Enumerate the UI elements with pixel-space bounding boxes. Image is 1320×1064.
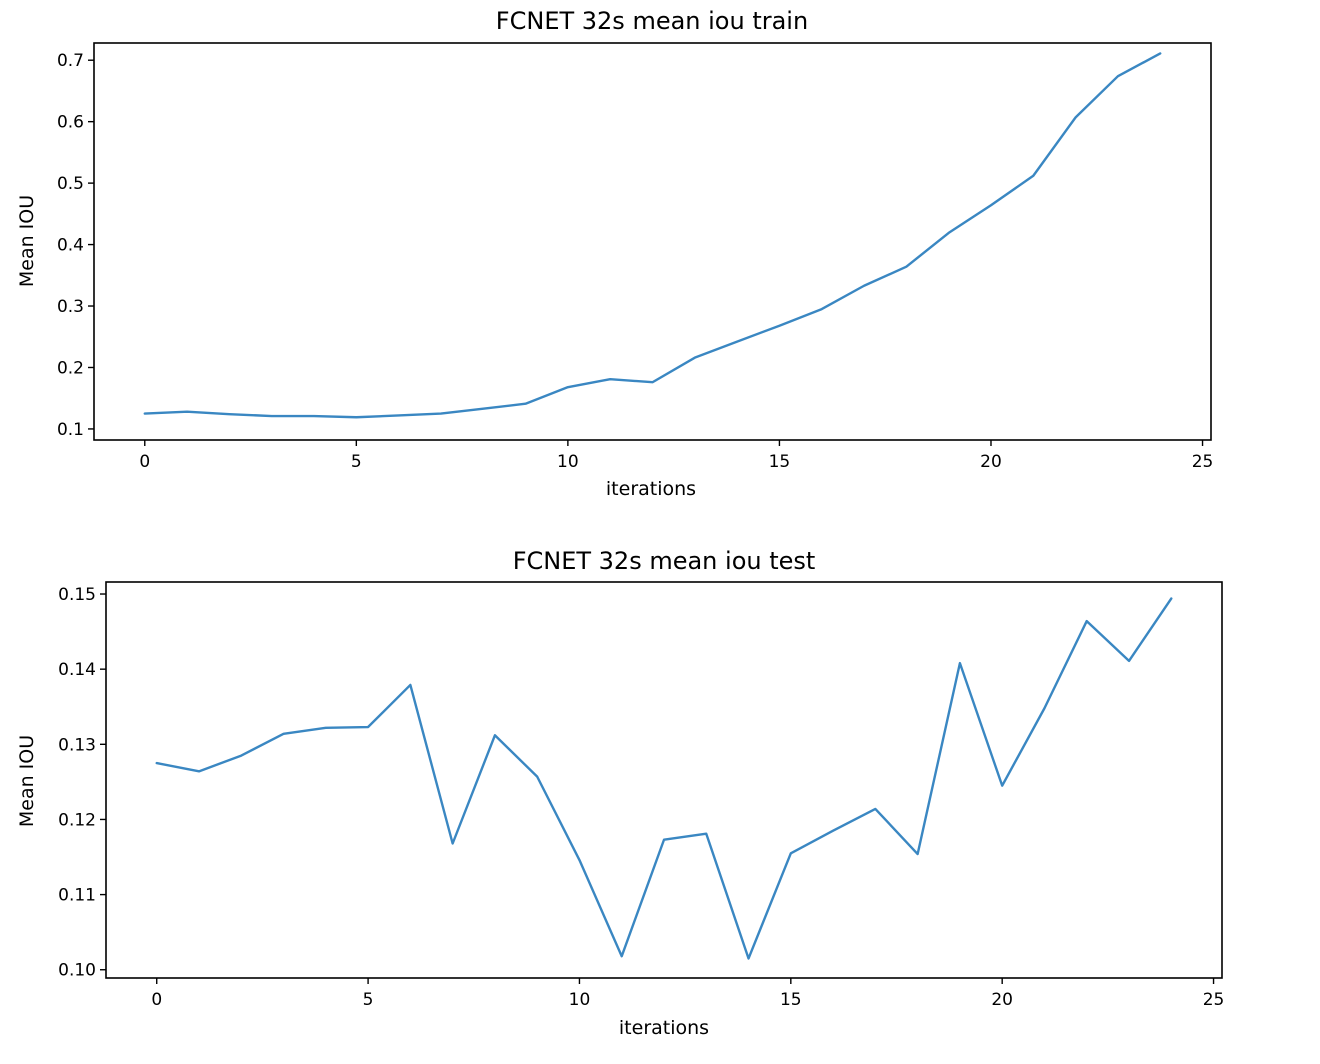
train-y-tick-label: 0.4 (57, 236, 84, 256)
train-y-tick-label: 0.7 (57, 51, 84, 71)
train-axis-ticks: 0 5 10 15 20 25 0.1 0.2 0.3 0.4 0.5 0.6 0.7 (57, 51, 1213, 472)
train-y-axis-label: Mean IOU (16, 195, 38, 287)
train-y-tick-label: 0.5 (57, 174, 84, 194)
train-y-tick-label: 0.2 (57, 358, 84, 378)
test-x-axis-label: iterations (619, 1017, 709, 1039)
test-plot-frame (105, 581, 1223, 979)
train-series-line (143, 52, 1162, 419)
test-y-tick-label: 0.15 (58, 585, 96, 605)
train-chart-panel: FCNET 32s mean iou train iterations Mean… (16, 7, 1213, 500)
test-axis-ticks: 0 5 10 15 20 25 0.10 0.11 0.12 0.13 0.14 0.15 (58, 585, 1224, 1010)
train-y-tick-label: 0.3 (57, 297, 84, 317)
test-y-tick-label: 0.12 (58, 810, 96, 830)
train-x-tick-label: 10 (557, 452, 579, 472)
test-x-tick-label: 0 (151, 990, 162, 1010)
train-x-tick-label: 0 (139, 452, 150, 472)
test-x-tick-label: 5 (363, 990, 374, 1010)
train-x-tick-label: 20 (980, 452, 1002, 472)
test-y-axis-label: Mean IOU (16, 735, 38, 827)
test-x-tick-label: 20 (991, 990, 1013, 1010)
train-x-tick-label: 25 (1192, 452, 1214, 472)
train-plot-frame (93, 42, 1212, 441)
test-y-tick-label: 0.13 (58, 735, 96, 755)
train-x-axis-label: iterations (606, 478, 696, 500)
test-x-tick-label: 25 (1203, 990, 1225, 1010)
train-x-tick-label: 15 (769, 452, 791, 472)
test-y-tick-label: 0.10 (58, 961, 96, 981)
test-y-tick-label: 0.14 (58, 660, 96, 680)
train-y-tick-label: 0.1 (57, 420, 84, 440)
test-x-tick-label: 15 (780, 990, 802, 1010)
test-chart-title: FCNET 32s mean iou test (513, 547, 816, 575)
train-chart-title: FCNET 32s mean iou train (496, 7, 808, 35)
train-y-tick-label: 0.6 (57, 113, 84, 133)
test-y-tick-label: 0.11 (58, 886, 96, 906)
train-x-tick-label: 5 (351, 452, 362, 472)
test-chart-panel: FCNET 32s mean iou test iterations Mean … (16, 547, 1224, 1039)
test-series-line (155, 597, 1173, 960)
test-x-tick-label: 10 (569, 990, 591, 1010)
